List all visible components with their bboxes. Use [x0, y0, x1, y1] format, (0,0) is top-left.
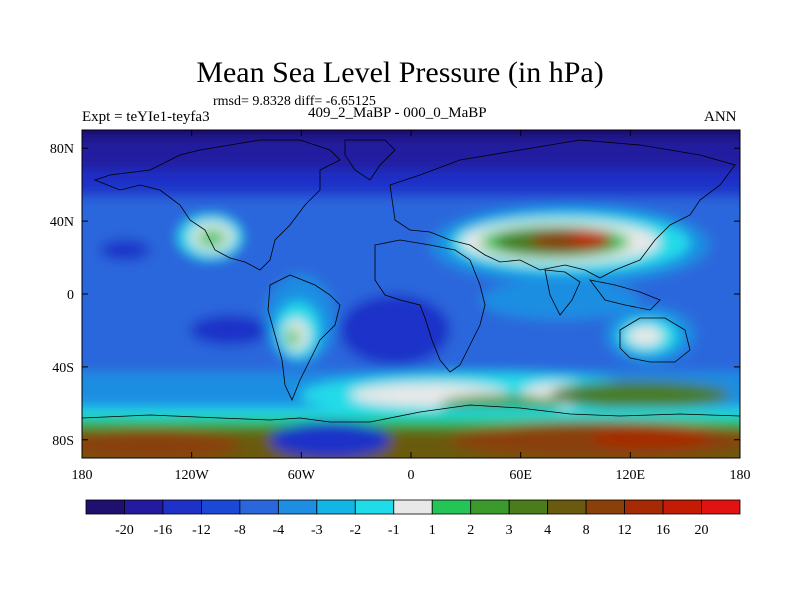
atlantic-low [340, 295, 450, 365]
colorbar-label: -16 [154, 523, 173, 538]
indian-band [480, 280, 640, 320]
colorbar-swatch [662, 499, 702, 515]
coastline-se-asia [589, 279, 661, 311]
colorbar-swatch [585, 499, 625, 515]
colorbar-label: -1 [388, 523, 400, 538]
colorbar-swatch [201, 499, 241, 515]
antarctic-red [590, 428, 710, 448]
coastline-australia [619, 317, 691, 363]
x-tick-label: 60E [509, 468, 532, 483]
colorbar-label: -4 [273, 523, 285, 538]
asia-red [570, 231, 610, 245]
pressure-field [82, 130, 740, 458]
colorbar-swatch [547, 499, 587, 515]
x-tick-label: 180 [72, 468, 93, 483]
x-axis: 180 120W 60W 0 60E 120E 180 [72, 130, 751, 483]
coastline-greenland [344, 139, 396, 181]
experiment-label: Expt = teYIe1-teyfa3 [82, 109, 210, 125]
x-tick-label: 120W [175, 468, 210, 483]
x-tick-label: 120E [616, 468, 646, 483]
coastline-africa [374, 239, 486, 373]
stats-label: rmsd= 9.8328 diff= -6.65125 [213, 94, 376, 109]
y-tick-label: 0 [67, 288, 74, 303]
colorbar-label: 8 [583, 523, 590, 538]
au-white [627, 326, 663, 346]
colorbar-label: 16 [656, 523, 670, 538]
coastline-antarctica [82, 404, 740, 423]
colorbar-swatch [701, 499, 741, 515]
y-tick-label: 80S [52, 434, 74, 449]
y-tick-label: 80N [50, 142, 74, 157]
colorbar-swatch [162, 499, 202, 515]
y-tick-label: 40N [50, 215, 74, 230]
colorbar-swatch [316, 499, 356, 515]
north-polar-low [82, 130, 740, 170]
colorbar-label: 3 [506, 523, 513, 538]
x-tick-label: 0 [408, 468, 415, 483]
coastline-india [544, 269, 581, 316]
colorbar-label: 20 [695, 523, 709, 538]
colorbar-label: -3 [311, 523, 323, 538]
colorbar-swatch [124, 499, 164, 515]
colorbar-label: -2 [349, 523, 361, 538]
coastlines [82, 139, 740, 423]
x-tick-label: 60W [288, 468, 316, 483]
colorbar-label: -20 [115, 523, 134, 538]
y-axis: 80N 40N 0 40S 80S [50, 142, 740, 449]
north-polar-low-core [82, 130, 740, 138]
colorbar-swatch [624, 499, 664, 515]
colorbar-label: 1 [429, 523, 436, 538]
colorbar-label: -8 [234, 523, 246, 538]
colorbar-swatch [393, 499, 433, 515]
coastline-north-america [93, 139, 341, 271]
colorbar-swatch [354, 499, 395, 515]
colorbar-swatch [431, 499, 472, 515]
comparison-label: 409_2_MaBP - 000_0_MaBP [308, 105, 487, 121]
colorbar-swatch [508, 499, 549, 515]
antarctic-rust-west [82, 430, 240, 458]
colorbar: -20 -16 -12 -8 -4 -3 -2 -1 1 2 3 4 8 12 16 20 [85, 499, 741, 538]
south-belt-olive [550, 381, 730, 409]
colorbar-swatch [277, 499, 318, 515]
antarctic-weddell-low [270, 422, 390, 458]
sa-green [286, 329, 300, 345]
na-green [198, 230, 226, 246]
colorbar-swatch [239, 499, 279, 515]
colorbar-label: 12 [618, 523, 632, 538]
season-label: ANN [704, 109, 737, 125]
y-tick-label: 40S [52, 361, 74, 376]
colorbar-label: 4 [544, 523, 551, 538]
chart-title: Mean Sea Level Pressure (in hPa) [196, 56, 604, 89]
x-tick-label: 180 [730, 468, 751, 483]
east-pacific-low [100, 240, 150, 260]
coastline-eurasia [389, 139, 736, 279]
colorbar-label: 2 [467, 523, 474, 538]
colorbar-label: -12 [192, 523, 211, 538]
pacific-low [190, 315, 270, 345]
colorbar-swatch [85, 499, 125, 515]
colorbar-swatch [470, 499, 510, 515]
coastline-south-america [267, 274, 341, 402]
